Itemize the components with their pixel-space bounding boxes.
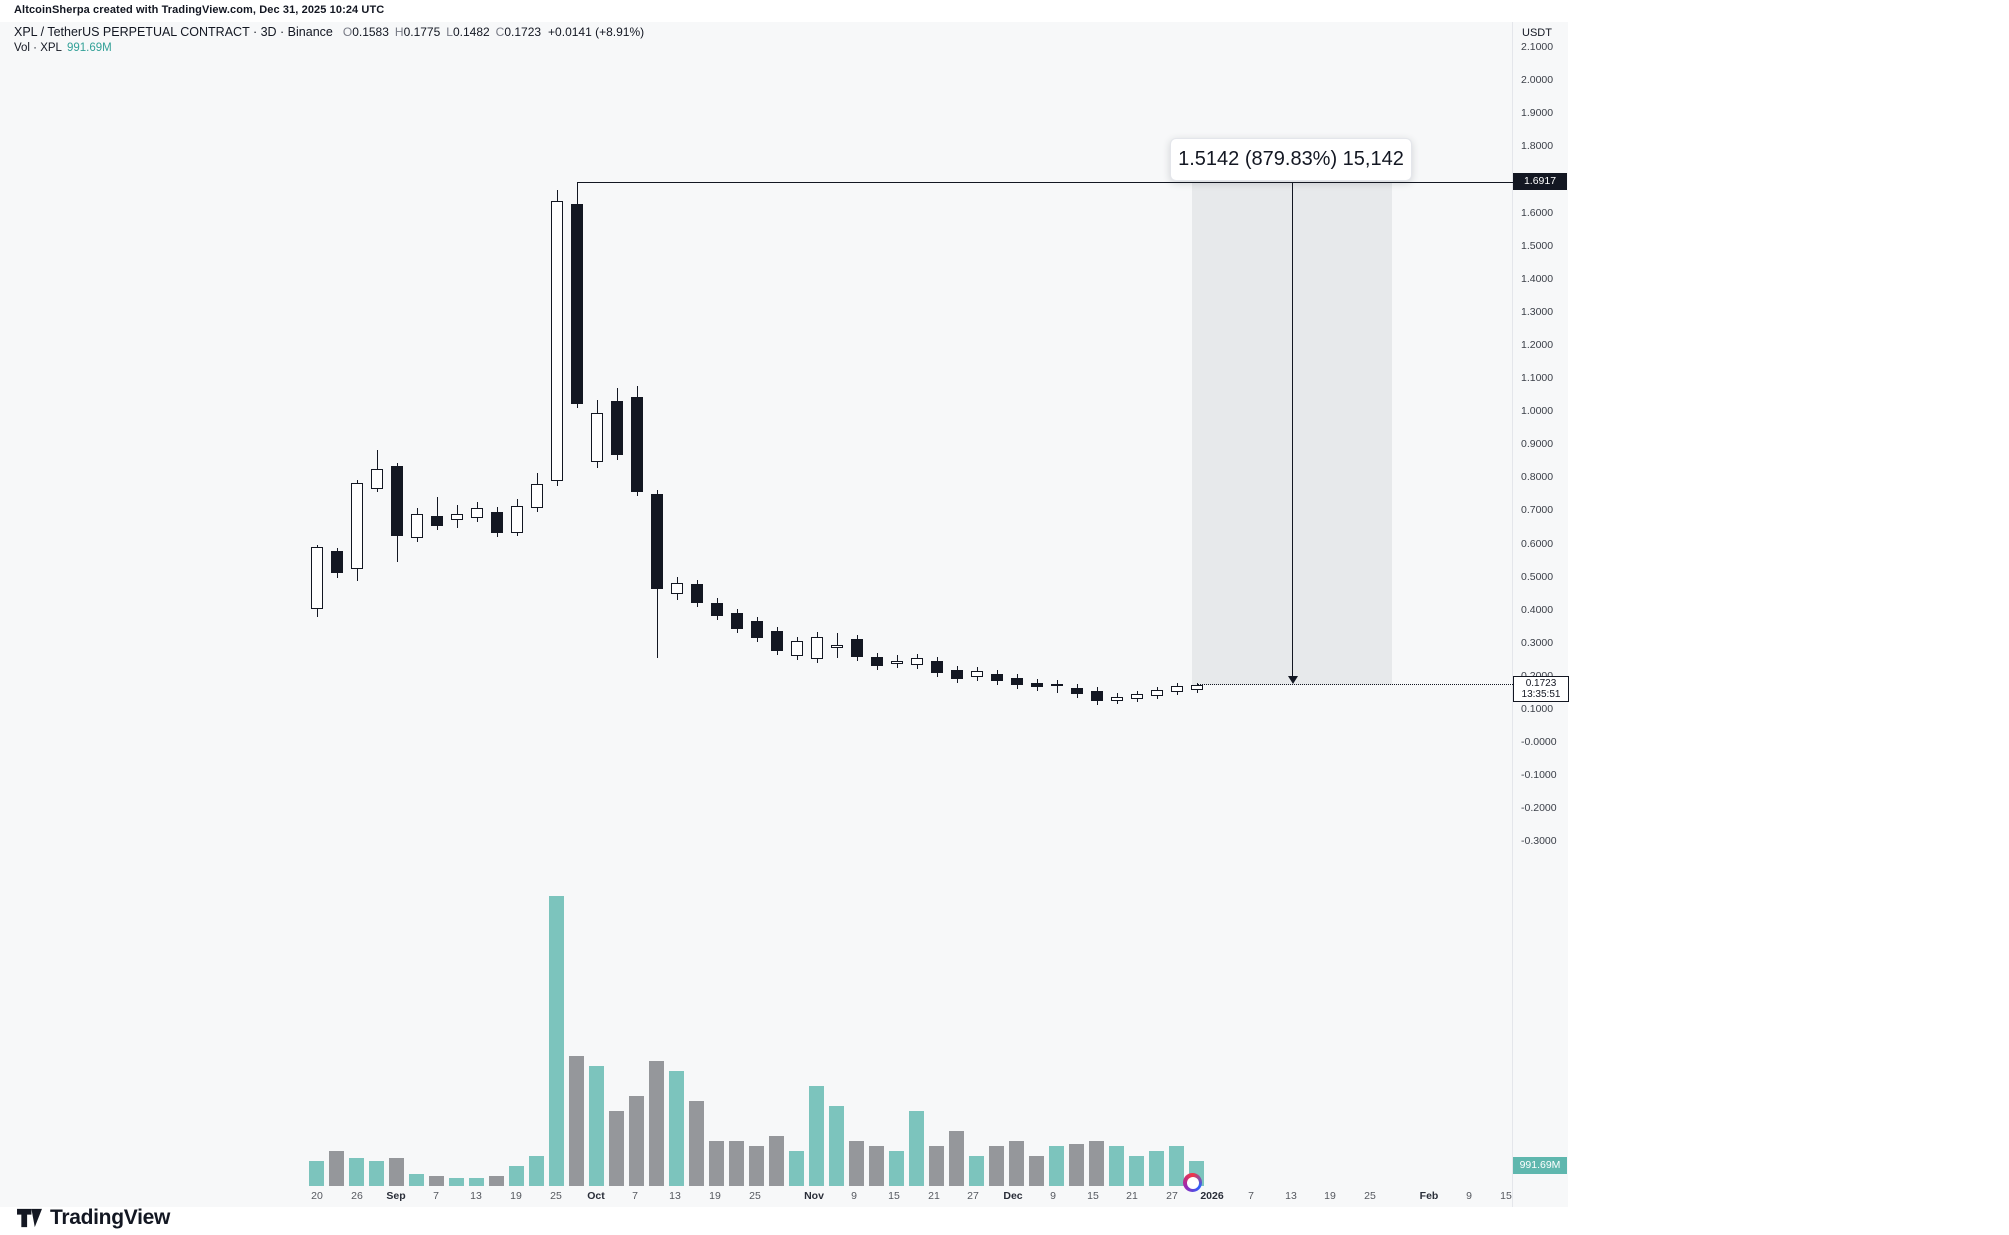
time-tick-label: 19: [510, 1190, 522, 1202]
change-value: +0.0141 (+8.91%): [548, 25, 645, 39]
attribution-text: AltcoinSherpa created with TradingView.c…: [14, 4, 385, 16]
price-tick-label: 1.6000: [1521, 206, 1554, 219]
price-tick-label: 0.4000: [1521, 603, 1554, 616]
price-tick-label: 2.1000: [1521, 41, 1554, 53]
time-tick-label: 9: [1050, 1190, 1056, 1202]
price-axis-divider: [1512, 22, 1513, 1207]
time-tick-label: 26: [351, 1190, 363, 1202]
level-price-label[interactable]: 1.6917: [1513, 173, 1567, 191]
price-tick-label: 1.9000: [1521, 107, 1554, 120]
time-tick-label: 7: [1248, 1190, 1254, 1202]
measure-arrowhead-icon: [1288, 676, 1298, 685]
price-tick-label: 1.1000: [1521, 372, 1554, 384]
time-tick-label: 13: [669, 1190, 681, 1202]
volume-legend-value: 991.69M: [66, 42, 112, 54]
price-tick-label: 1.5000: [1521, 239, 1554, 252]
time-tick-label: Dec: [1003, 1190, 1023, 1202]
measure-vertical-line[interactable]: [1292, 182, 1293, 678]
time-tick-label: 13: [470, 1190, 482, 1202]
price-tick-label: 2.0000: [1521, 74, 1554, 87]
time-tick-label: 15: [888, 1190, 900, 1202]
time-tick-label: 25: [550, 1190, 562, 1202]
time-tick-label: 15: [1087, 1190, 1099, 1202]
time-tick-label: 27: [1166, 1190, 1178, 1202]
time-tick-label: 15: [1500, 1190, 1512, 1202]
price-tick-label: 0.5000: [1521, 570, 1554, 583]
price-tick-label: 1.2000: [1521, 338, 1554, 351]
horizontal-level-line[interactable]: [577, 182, 1513, 184]
last-price-value: 0.1723: [1525, 678, 1557, 690]
time-tick-label: 19: [709, 1190, 721, 1202]
time-tick-label: 7: [433, 1190, 439, 1202]
time-tick-label: 13: [1285, 1190, 1297, 1202]
price-tick-label: 1.4000: [1521, 272, 1554, 285]
volume-legend-label[interactable]: Vol · XPL: [14, 42, 62, 54]
time-tick-label: 7: [632, 1190, 638, 1202]
time-tick-label: 27: [967, 1190, 979, 1202]
ohlc-key: C: [495, 25, 505, 39]
price-tick-label: 0.9000: [1521, 438, 1554, 451]
chart-legend: XPL / TetherUS PERPETUAL CONTRACT · 3D ·…: [14, 25, 644, 54]
price-tick-label: 0.1000: [1521, 703, 1554, 715]
price-tick-label: -0.3000: [1521, 835, 1557, 848]
time-tick-label: 21: [1126, 1190, 1138, 1202]
ohlc-key: L: [446, 25, 453, 39]
ohlc-values: O0.1583 H0.1775 L0.1482 C0.1723: [337, 25, 541, 39]
time-tick-label: 20: [311, 1190, 323, 1202]
price-tick-label: 0.7000: [1521, 504, 1554, 517]
sparkle-badge-icon[interactable]: [1183, 1173, 1202, 1192]
tradingview-wordmark[interactable]: TradingView: [50, 1206, 171, 1229]
time-tick-label: Sep: [386, 1190, 406, 1202]
time-tick-label: 9: [851, 1190, 857, 1202]
time-tick-label: Oct: [587, 1190, 605, 1202]
tradingview-logo-icon[interactable]: [16, 1206, 43, 1230]
price-tick-label: -0.1000: [1521, 769, 1557, 782]
price-tick-label: 1.3000: [1521, 305, 1554, 318]
ohlc-value: 0.1482: [452, 25, 490, 39]
price-tick-label: 0.8000: [1521, 471, 1554, 484]
ohlc-value: 0.1723: [504, 25, 542, 39]
chart-canvas[interactable]: [0, 22, 1568, 1207]
price-tick-label: 1.8000: [1521, 140, 1554, 153]
last-price-dotted-line: [1197, 684, 1513, 686]
symbol-title[interactable]: XPL / TetherUS PERPETUAL CONTRACT · 3D ·…: [14, 25, 333, 39]
time-tick-label: 2026: [1200, 1190, 1224, 1202]
last-price-label: 0.1723 13:35:51: [1513, 676, 1569, 703]
price-tick-label: 0.6000: [1521, 537, 1554, 550]
price-tick-label: -0.2000: [1521, 802, 1557, 815]
ohlc-value: 0.1583: [352, 25, 389, 39]
price-tick-label: 1.0000: [1521, 405, 1554, 418]
bar-countdown: 13:35:51: [1521, 689, 1561, 701]
time-tick-label: 21: [928, 1190, 940, 1202]
time-tick-label: 25: [1364, 1190, 1376, 1202]
price-tick-label: 0.3000: [1521, 636, 1554, 649]
ohlc-key: H: [394, 25, 404, 39]
measure-result-label[interactable]: 1.5142 (879.83%) 15,142: [1170, 138, 1412, 181]
time-tick-label: Feb: [1419, 1190, 1439, 1202]
ohlc-value: 0.1775: [403, 25, 441, 39]
sparkle-badge-inner: [1186, 1176, 1199, 1189]
volume-axis-label: 991.69M: [1513, 1157, 1567, 1174]
time-tick-label: 25: [749, 1190, 761, 1202]
time-tick-label: Nov: [804, 1190, 824, 1202]
time-tick-label: 19: [1324, 1190, 1336, 1202]
price-tick-label: -0.0000: [1521, 736, 1557, 749]
time-tick-label: 9: [1466, 1190, 1472, 1202]
ohlc-key: O: [342, 25, 353, 39]
currency-label: USDT: [1522, 27, 1552, 39]
footer-branding: TradingView: [16, 1204, 170, 1232]
